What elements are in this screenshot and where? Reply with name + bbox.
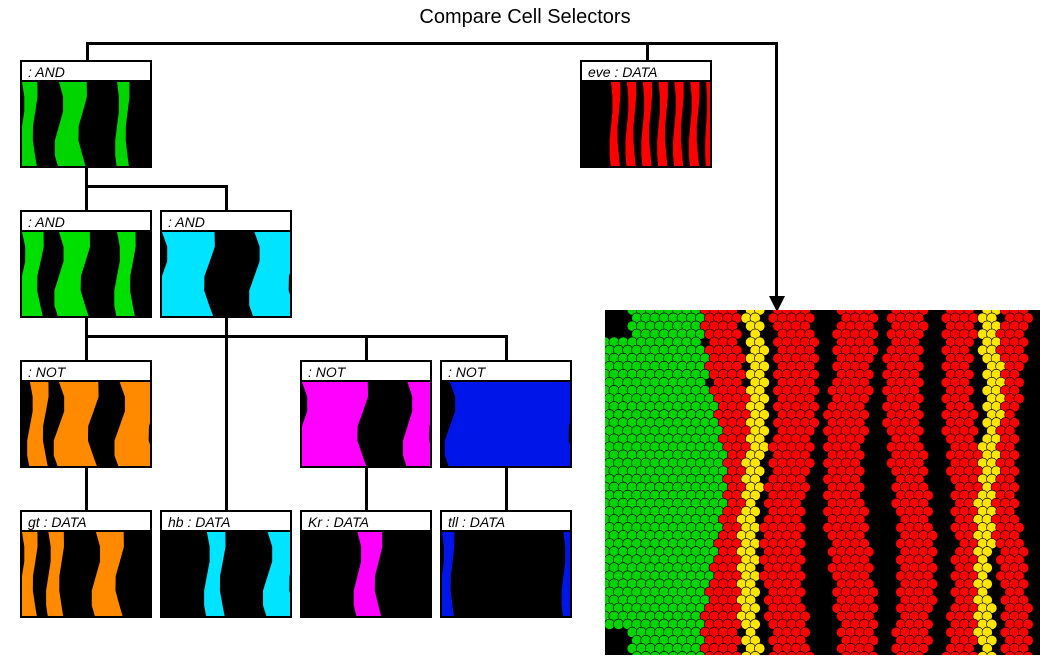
connector	[85, 318, 88, 335]
node-label-and1: : AND	[22, 62, 150, 82]
node-eve[interactable]: eve : DATA	[580, 60, 712, 168]
connector	[85, 335, 505, 338]
result-panel	[605, 310, 1040, 655]
node-kr[interactable]: Kr : DATA	[300, 510, 432, 618]
node-embryo-kr	[302, 532, 430, 616]
node-tll[interactable]: tll : DATA	[440, 510, 572, 618]
node-embryo-and1	[22, 82, 150, 166]
node-and3[interactable]: : AND	[160, 210, 292, 318]
node-and2[interactable]: : AND	[20, 210, 152, 318]
title: Compare Cell Selectors	[419, 6, 630, 29]
connector	[505, 468, 508, 510]
connector	[85, 185, 225, 188]
node-hb[interactable]: hb : DATA	[160, 510, 292, 618]
node-embryo-and2	[22, 232, 150, 316]
connector	[85, 168, 88, 185]
node-embryo-gt	[22, 532, 150, 616]
node-label-kr: Kr : DATA	[302, 512, 430, 532]
connector	[85, 468, 88, 510]
connector	[646, 42, 649, 60]
node-label-tll: tll : DATA	[442, 512, 570, 532]
node-label-eve: eve : DATA	[582, 62, 710, 82]
connector	[505, 335, 508, 360]
node-label-and2: : AND	[22, 212, 150, 232]
node-embryo-hb	[162, 532, 290, 616]
node-label-and3: : AND	[162, 212, 290, 232]
connector	[86, 42, 89, 60]
connector	[775, 42, 778, 296]
node-embryo-and3	[162, 232, 290, 316]
node-embryo-eve	[582, 82, 710, 166]
node-embryo-not_gt	[22, 382, 150, 466]
connector	[365, 335, 368, 360]
node-gt[interactable]: gt : DATA	[20, 510, 152, 618]
node-embryo-not_tll	[442, 382, 570, 466]
node-embryo-tll	[442, 532, 570, 616]
node-label-not_kr: : NOT	[302, 362, 430, 382]
connector	[86, 42, 778, 45]
node-label-not_tll: : NOT	[442, 362, 570, 382]
connector	[225, 318, 228, 510]
node-not_kr[interactable]: : NOT	[300, 360, 432, 468]
node-label-gt: gt : DATA	[22, 512, 150, 532]
connector	[365, 468, 368, 510]
node-and1[interactable]: : AND	[20, 60, 152, 168]
connector	[225, 185, 228, 210]
node-label-not_gt: : NOT	[22, 362, 150, 382]
node-embryo-not_kr	[302, 382, 430, 466]
node-label-hb: hb : DATA	[162, 512, 290, 532]
node-not_tll[interactable]: : NOT	[440, 360, 572, 468]
node-not_gt[interactable]: : NOT	[20, 360, 152, 468]
